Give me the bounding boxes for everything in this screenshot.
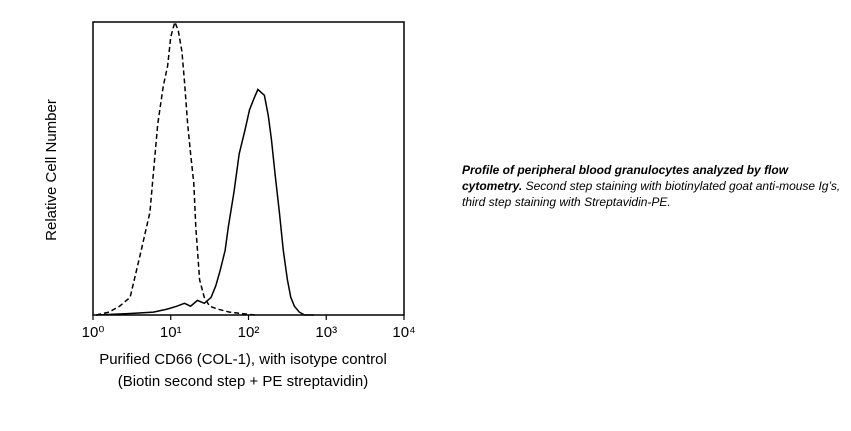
caption: Profile of peripheral blood granulocytes… <box>462 162 842 210</box>
x-tick-label: 10⁰ <box>82 324 105 341</box>
histogram-line <box>96 88 315 316</box>
plot-frame <box>92 21 405 316</box>
x-tick-label: 10² <box>238 324 260 341</box>
x-tick-label: 10⁴ <box>392 324 415 341</box>
x-axis-label: Purified CD66 (COL-1), with isotype cont… <box>99 351 387 368</box>
caption-title: Profile of peripheral blood granulocytes… <box>462 163 789 193</box>
caption-text: Second step staining with biotinylated g… <box>462 179 841 209</box>
histogram-line <box>96 19 255 316</box>
x-tick-label: 10³ <box>315 324 337 341</box>
x-axis-label: (Biotin second step + PE streptavidin) <box>118 373 369 390</box>
chart: Relative Cell Number Purified CD66 (COL-… <box>43 19 416 390</box>
x-tick-label: 10¹ <box>160 324 182 341</box>
y-axis-label: Relative Cell Number <box>43 99 60 241</box>
